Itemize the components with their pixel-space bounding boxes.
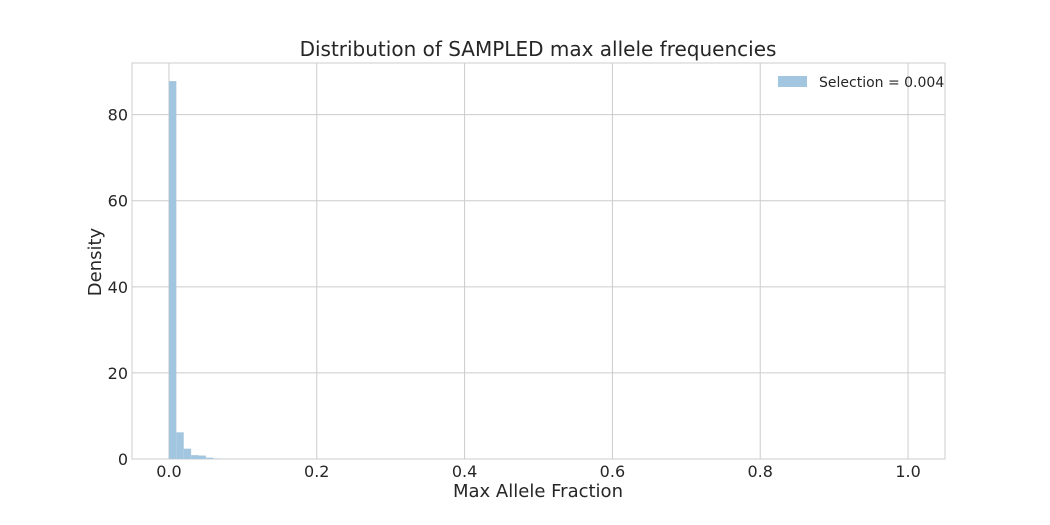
x-tick-label: 1.0 — [895, 462, 920, 481]
y-tick-label: 60 — [108, 192, 128, 211]
grid — [132, 63, 945, 460]
y-tick-label: 40 — [108, 278, 128, 297]
x-tick-label: 0.2 — [304, 462, 329, 481]
histogram-bar — [183, 448, 192, 459]
histogram-bar — [205, 457, 214, 459]
y-axis-label: Density — [85, 227, 106, 296]
plot-area — [131, 62, 946, 460]
histogram-bar — [191, 455, 199, 459]
chart-title: Distribution of SAMPLED max allele frequ… — [300, 37, 777, 61]
histogram-bar — [198, 455, 206, 459]
x-tick-label: 0.8 — [748, 462, 773, 481]
x-tick-label: 0.4 — [452, 462, 477, 481]
histogram-bar — [168, 81, 177, 460]
x-tick-label: 0.0 — [156, 462, 181, 481]
histogram-bar — [176, 432, 184, 459]
y-tick-label: 0 — [118, 450, 128, 469]
legend: Selection = 0.004 — [778, 75, 944, 91]
legend-swatch — [778, 76, 807, 87]
x-tick-label: 0.6 — [600, 462, 625, 481]
histogram-bars — [168, 81, 221, 460]
tick-labels: 0.0 0.2 0.4 0.6 0.8 1.0 0 20 40 60 80 — [108, 106, 921, 481]
legend-label: Selection = 0.004 — [819, 75, 944, 91]
x-axis-label: Max Allele Fraction — [453, 481, 623, 502]
y-tick-label: 80 — [108, 106, 128, 125]
y-tick-label: 20 — [108, 364, 128, 383]
